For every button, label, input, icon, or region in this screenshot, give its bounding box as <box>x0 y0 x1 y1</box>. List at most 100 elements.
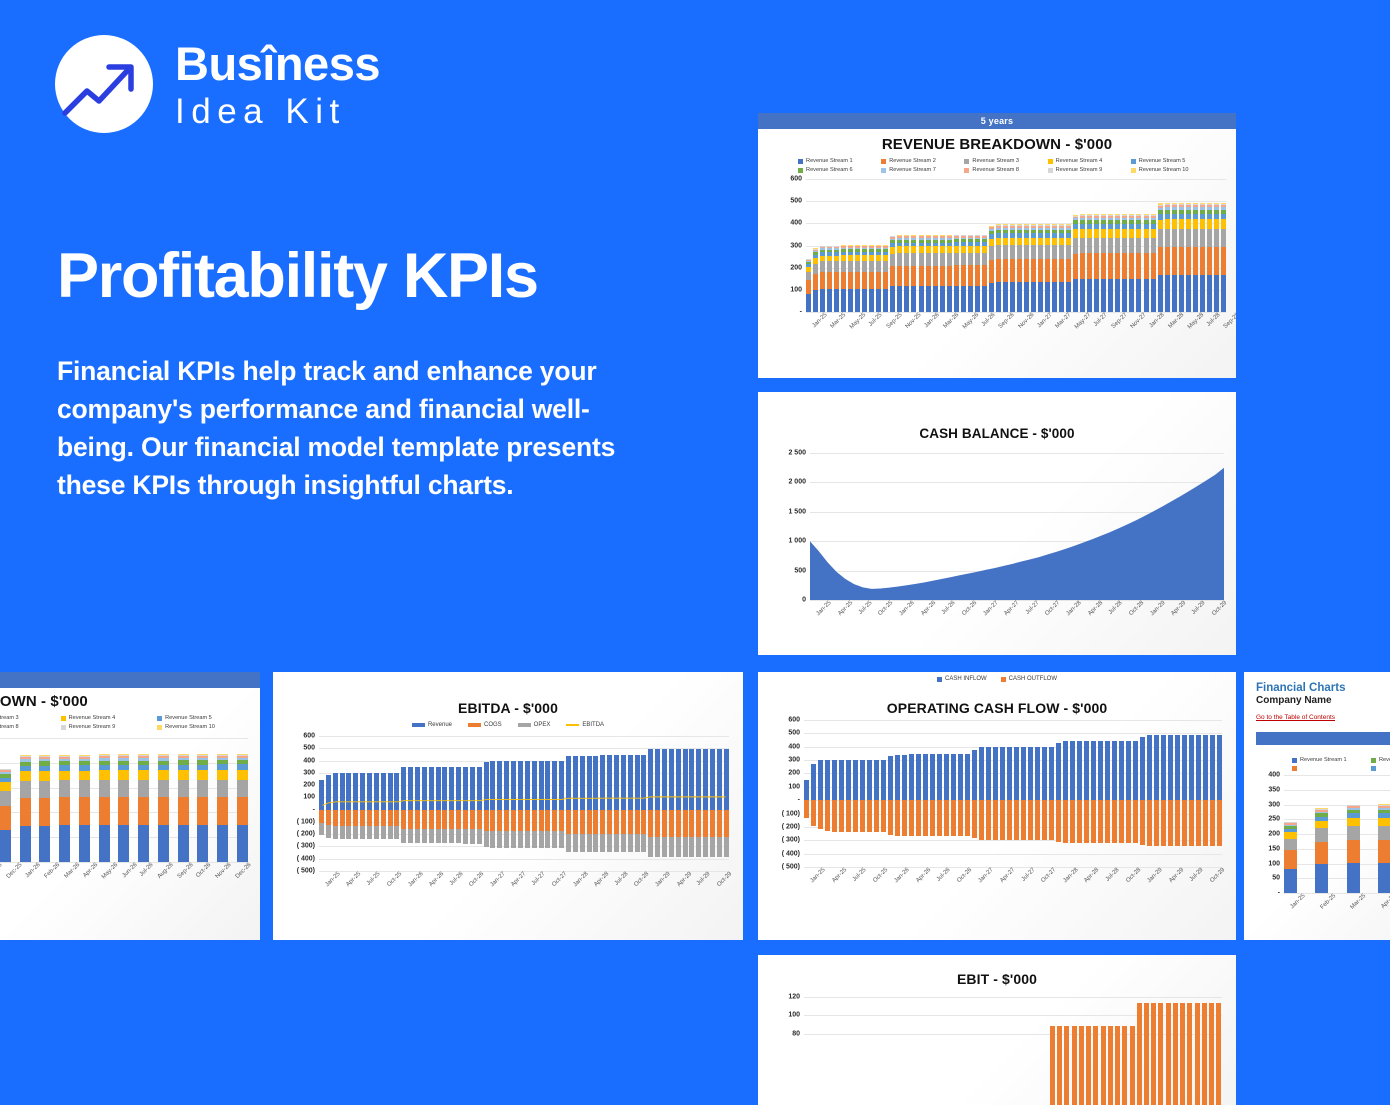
stacked-bar <box>1192 203 1198 312</box>
bar-group <box>387 736 393 871</box>
y-axis-label: 200 <box>1268 830 1280 838</box>
bar-segment <box>1164 209 1170 214</box>
bar-segment <box>1101 218 1107 220</box>
bar-negative <box>524 809 530 832</box>
bar-segment <box>918 235 924 237</box>
bar-segment <box>806 259 811 261</box>
bar-positive <box>895 754 900 801</box>
bar <box>1078 1026 1084 1105</box>
bar-segment <box>841 255 847 262</box>
bar-segment <box>19 756 31 758</box>
brand-subtitle: Idea Kit <box>175 91 346 131</box>
bar-segment <box>59 770 71 781</box>
bar-segment <box>904 236 910 239</box>
bar-segment <box>98 755 110 757</box>
bar-segment <box>820 248 826 250</box>
bar-negative <box>607 809 613 834</box>
bar-segment <box>827 246 833 249</box>
bar-segment <box>953 235 959 237</box>
bar-segment <box>197 779 209 798</box>
bar-negative <box>552 809 558 832</box>
card-revenue-breakdown-24m[interactable]: 24 months REAKDOWN - $'000 Revenue Strea… <box>0 672 260 940</box>
legend-item: OPEX <box>517 722 550 728</box>
bar-segment <box>1213 246 1219 275</box>
bar-segment <box>1192 219 1198 230</box>
gridline <box>1284 789 1390 791</box>
card-financial-charts-panel[interactable]: Financial Charts Company Name Go to the … <box>1244 672 1390 940</box>
bar-segment <box>1122 228 1128 238</box>
bar-segment <box>1115 215 1121 217</box>
bar-negative <box>511 809 517 832</box>
bar-positive <box>524 761 530 810</box>
bar-segment <box>939 234 945 236</box>
bar-segment <box>1150 218 1156 220</box>
stacked-bar <box>236 753 248 862</box>
bar-segment <box>827 272 833 290</box>
stacked-bar <box>1157 203 1163 312</box>
bar-segment <box>1199 219 1205 230</box>
x-axis-label: Jan-29 <box>1146 867 1164 885</box>
card-operating-cash-flow[interactable]: OPERATING CASH FLOW - $'000 CASH INFLOW C… <box>758 672 1236 940</box>
legend-swatch <box>1292 766 1297 771</box>
y-axis-label: 1 500 <box>788 508 806 516</box>
bar-segment <box>217 757 229 761</box>
bar-negative <box>1000 800 1005 840</box>
bar-segment <box>1315 828 1329 843</box>
bar-segment <box>820 249 826 253</box>
legend-label: Revenue <box>427 722 452 728</box>
bar-segment <box>236 779 248 797</box>
table-of-contents-link[interactable]: Go to the Table of Contents <box>1256 714 1336 721</box>
bar-segment <box>1087 215 1093 217</box>
stacked-bar <box>1122 214 1128 312</box>
x-axis-label: Sep-27 <box>1110 312 1129 330</box>
bar-group <box>902 720 907 867</box>
bar-segment <box>1066 226 1072 228</box>
bar-segment <box>1220 205 1226 208</box>
y-axis-label: 150 <box>1268 845 1280 853</box>
bar-segment <box>1080 218 1086 221</box>
bar-segment <box>813 252 819 255</box>
bar-segment <box>855 246 861 248</box>
bar-segment <box>217 825 229 862</box>
bar-segment <box>967 239 973 243</box>
bar-segment <box>855 247 861 249</box>
card-ebit[interactable]: EBIT - $'000 120 100 80 <box>758 955 1236 1105</box>
bar-segment <box>883 247 889 249</box>
gridline <box>806 289 1226 291</box>
stacked-bar <box>1094 214 1100 312</box>
bar-positive <box>380 772 386 810</box>
bar-segment <box>1150 214 1156 216</box>
bar <box>1064 1026 1070 1105</box>
bar-segment <box>19 825 31 862</box>
bar-segment <box>1094 278 1100 312</box>
bar-segment <box>1115 228 1121 238</box>
card-ebitda[interactable]: EBITDA - $'000 Revenue COGS OPEX EBITDA 600… <box>273 672 743 940</box>
bar-segment <box>1009 237 1015 246</box>
x-axis-label: May-25 <box>849 312 868 331</box>
bar-segment <box>960 234 966 236</box>
bar-segment <box>918 238 924 240</box>
x-axis-label: Apr-26 <box>428 871 446 888</box>
bar-negative <box>661 809 667 837</box>
bar-segment <box>1206 274 1212 312</box>
bar-group <box>1154 720 1159 867</box>
x-axis-label: Jul-29 <box>1191 600 1207 616</box>
bar-segment <box>1157 229 1163 247</box>
bar-group <box>415 736 421 871</box>
bar-group <box>881 720 886 867</box>
bar-group <box>572 736 578 871</box>
card-cash-balance[interactable]: CASH BALANCE - $'000 2 500 2 000 1 500 1 00… <box>758 392 1236 655</box>
x-axis: Jan-25 Apr-25 Jul-25 Oct-25 Jan-26 Apr-26 Jul-… <box>319 871 733 888</box>
bar-segment <box>876 246 882 248</box>
bar-segment <box>1171 205 1177 208</box>
bar-segment <box>820 252 826 256</box>
card-revenue-breakdown-5y[interactable]: 5 years REVENUE BREAKDOWN - $'000 Revenu… <box>758 113 1236 378</box>
y-axis-label: - <box>799 308 802 316</box>
bar-segment <box>918 239 924 243</box>
x-axis-label: Jan-29 <box>654 871 672 889</box>
bar-group <box>1063 720 1068 867</box>
bar-segment <box>118 755 130 757</box>
y-axis-label: 200 <box>303 781 315 789</box>
bar-segment <box>1143 219 1149 224</box>
bar-segment <box>988 234 994 239</box>
